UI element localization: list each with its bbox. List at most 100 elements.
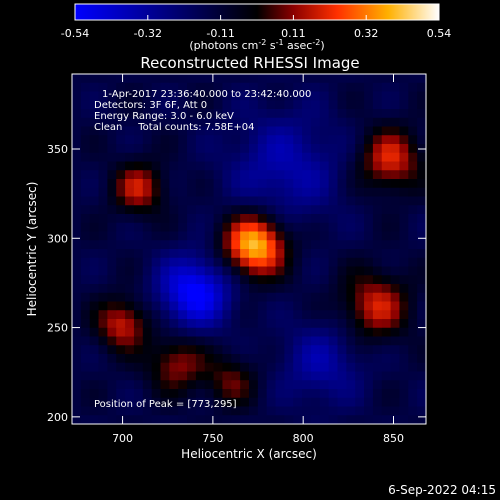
- heatmap-cell: [293, 389, 303, 399]
- heatmap-cell: [408, 310, 418, 320]
- heatmap-cell: [169, 336, 179, 346]
- heatmap-cell: [213, 292, 223, 302]
- heatmap-cell: [160, 415, 170, 425]
- heatmap-cell: [151, 91, 161, 101]
- heatmap-cell: [195, 187, 206, 197]
- heatmap-cell: [222, 362, 232, 372]
- heatmap-cell: [319, 135, 330, 145]
- heatmap-cell: [160, 362, 170, 372]
- heatmap-cell: [125, 327, 135, 337]
- heatmap-cell: [249, 301, 259, 311]
- heatmap-cell: [169, 144, 179, 154]
- heatmap-cell: [302, 135, 312, 145]
- heatmap-cell: [355, 170, 365, 180]
- heatmap-cell: [319, 117, 330, 127]
- heatmap-cell: [364, 205, 374, 215]
- heatmap-cell: [213, 336, 223, 346]
- heatmap-cell: [169, 117, 179, 127]
- heatmap-cell: [417, 161, 427, 171]
- heatmap-cell: [125, 135, 135, 145]
- heatmap-cell: [160, 126, 170, 136]
- heatmap-cell: [98, 292, 108, 302]
- heatmap-cell: [187, 109, 197, 119]
- heatmap-cell: [337, 275, 347, 285]
- heatmap-cell: [213, 144, 223, 154]
- heatmap-cell: [213, 109, 223, 119]
- heatmap-cell: [346, 240, 356, 250]
- heatmap-cell: [80, 362, 91, 372]
- heatmap-cell: [187, 161, 197, 171]
- y-tick-label: 350: [47, 143, 68, 156]
- heatmap-cell: [80, 74, 91, 84]
- heatmap-cell: [231, 354, 241, 364]
- heatmap-cell: [355, 292, 365, 302]
- heatmap-cell: [107, 336, 117, 346]
- heatmap-cell: [178, 406, 188, 416]
- heatmap-cell: [169, 415, 179, 425]
- heatmap-cell: [355, 126, 365, 136]
- heatmap-cell: [284, 354, 294, 364]
- heatmap-cell: [107, 319, 117, 329]
- heatmap-cell: [284, 371, 294, 381]
- heatmap-cell: [390, 336, 400, 346]
- heatmap-cell: [390, 266, 400, 276]
- heatmap-cell: [151, 144, 161, 154]
- heatmap-cell: [372, 187, 383, 197]
- heatmap-cell: [89, 380, 99, 390]
- heatmap-cell: [107, 144, 117, 154]
- heatmap-cell: [204, 397, 214, 407]
- heatmap-cell: [381, 170, 391, 180]
- heatmap-cell: [204, 187, 214, 197]
- heatmap-cell: [284, 196, 294, 206]
- heatmap-cell: [178, 161, 188, 171]
- heatmap-cell: [381, 214, 391, 224]
- heatmap-cell: [133, 196, 144, 206]
- heatmap-cell: [399, 336, 409, 346]
- heatmap-cell: [257, 109, 268, 119]
- heatmap-cell: [178, 222, 188, 232]
- heatmap-cell: [257, 275, 268, 285]
- heatmap-cell: [390, 354, 400, 364]
- heatmap-cell: [408, 82, 418, 92]
- heatmap-cell: [364, 275, 374, 285]
- heatmap-cell: [72, 109, 82, 119]
- heatmap-cell: [195, 214, 206, 224]
- heatmap-cell: [231, 257, 241, 267]
- heatmap-cell: [125, 240, 135, 250]
- heatmap-cell: [319, 345, 330, 355]
- heatmap-cell: [302, 170, 312, 180]
- heatmap-cell: [142, 301, 153, 311]
- heatmap-cell: [381, 380, 391, 390]
- heatmap-cell: [355, 231, 365, 241]
- heatmap-cell: [390, 126, 400, 136]
- heatmap-cell: [133, 117, 144, 127]
- heatmap-cell: [160, 231, 170, 241]
- heatmap-cell: [417, 231, 427, 241]
- heatmap-cell: [187, 126, 197, 136]
- heatmap-cell: [372, 371, 383, 381]
- heatmap-cell: [372, 362, 383, 372]
- heatmap-cell: [381, 117, 391, 127]
- heatmap-cell: [266, 397, 276, 407]
- heatmap-cell: [284, 126, 294, 136]
- heatmap-cell: [355, 397, 365, 407]
- heatmap-cell: [72, 389, 82, 399]
- heatmap-cell: [275, 380, 285, 390]
- heatmap-cell: [107, 74, 117, 84]
- heatmap-cell: [125, 82, 135, 92]
- heatmap-cell: [328, 292, 338, 302]
- heatmap-cell: [390, 275, 400, 285]
- heatmap-cell: [337, 327, 347, 337]
- heatmap-cell: [302, 415, 312, 425]
- heatmap-cell: [310, 371, 321, 381]
- heatmap-cell: [381, 406, 391, 416]
- heatmap-cell: [89, 126, 99, 136]
- heatmap-cell: [142, 266, 153, 276]
- heatmap-cell: [187, 240, 197, 250]
- heatmap-cell: [372, 292, 383, 302]
- heatmap-cell: [408, 187, 418, 197]
- heatmap-cell: [275, 310, 285, 320]
- heatmap-cell: [222, 380, 232, 390]
- heatmap-cell: [116, 362, 126, 372]
